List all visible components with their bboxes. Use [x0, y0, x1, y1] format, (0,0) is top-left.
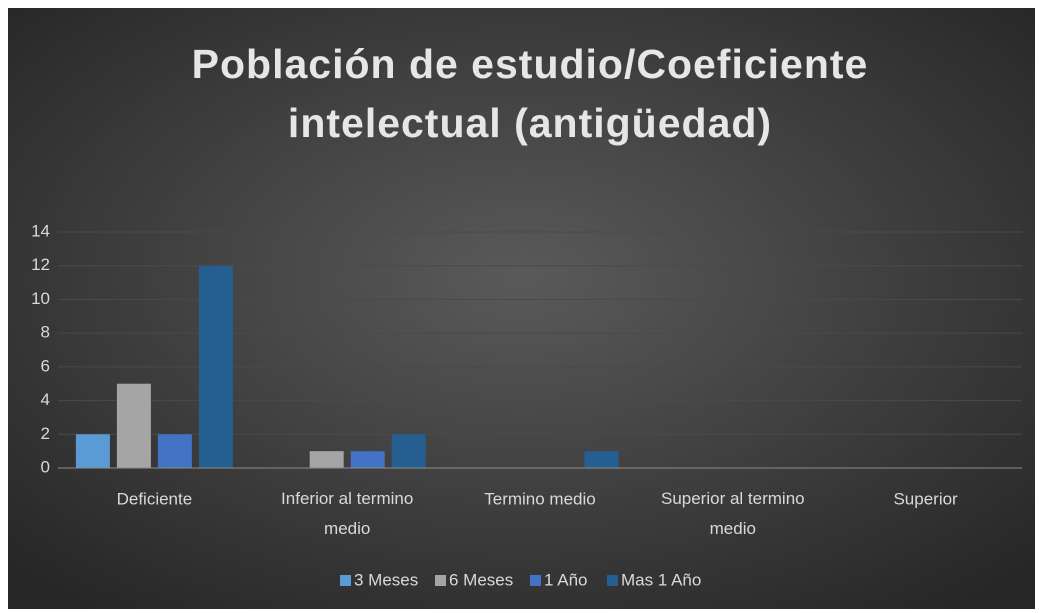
- chart-title: intelectual (antigüedad): [288, 100, 772, 146]
- y-tick-label: 14: [31, 221, 50, 240]
- y-tick-label: 8: [41, 323, 50, 342]
- bar: [309, 451, 344, 468]
- legend-label: Mas 1 Año: [621, 570, 701, 589]
- y-tick-label: 4: [41, 390, 50, 409]
- legend-swatch: [340, 575, 351, 586]
- legend-label: 6 Meses: [449, 570, 513, 589]
- bar: [350, 451, 385, 468]
- x-tick-label: Inferior al termino medio: [281, 489, 413, 538]
- legend-swatch: [435, 575, 446, 586]
- legend-swatch: [530, 575, 541, 586]
- y-tick-label: 10: [31, 289, 50, 308]
- x-tick-label: Termino medio: [484, 489, 596, 508]
- y-tick-label: 6: [41, 356, 50, 375]
- chart-title: Población de estudio/Coeficiente: [192, 41, 869, 87]
- legend-label: 3 Meses: [354, 570, 418, 589]
- legend-label: 1 Año: [544, 570, 588, 589]
- bar: [391, 434, 426, 468]
- y-tick-label: 12: [31, 255, 50, 274]
- bar: [157, 434, 192, 468]
- bar: [75, 434, 110, 468]
- y-tick-label: 0: [41, 457, 50, 476]
- y-tick-label: 2: [41, 424, 50, 443]
- background: [8, 8, 1035, 609]
- x-tick-label: Superior al termino medio: [661, 489, 805, 538]
- x-tick-label: Superior: [893, 489, 958, 508]
- bar: [116, 383, 151, 468]
- legend-swatch: [607, 575, 618, 586]
- bar: [198, 265, 233, 468]
- x-tick-label: Deficiente: [117, 489, 193, 508]
- bar: [584, 451, 619, 468]
